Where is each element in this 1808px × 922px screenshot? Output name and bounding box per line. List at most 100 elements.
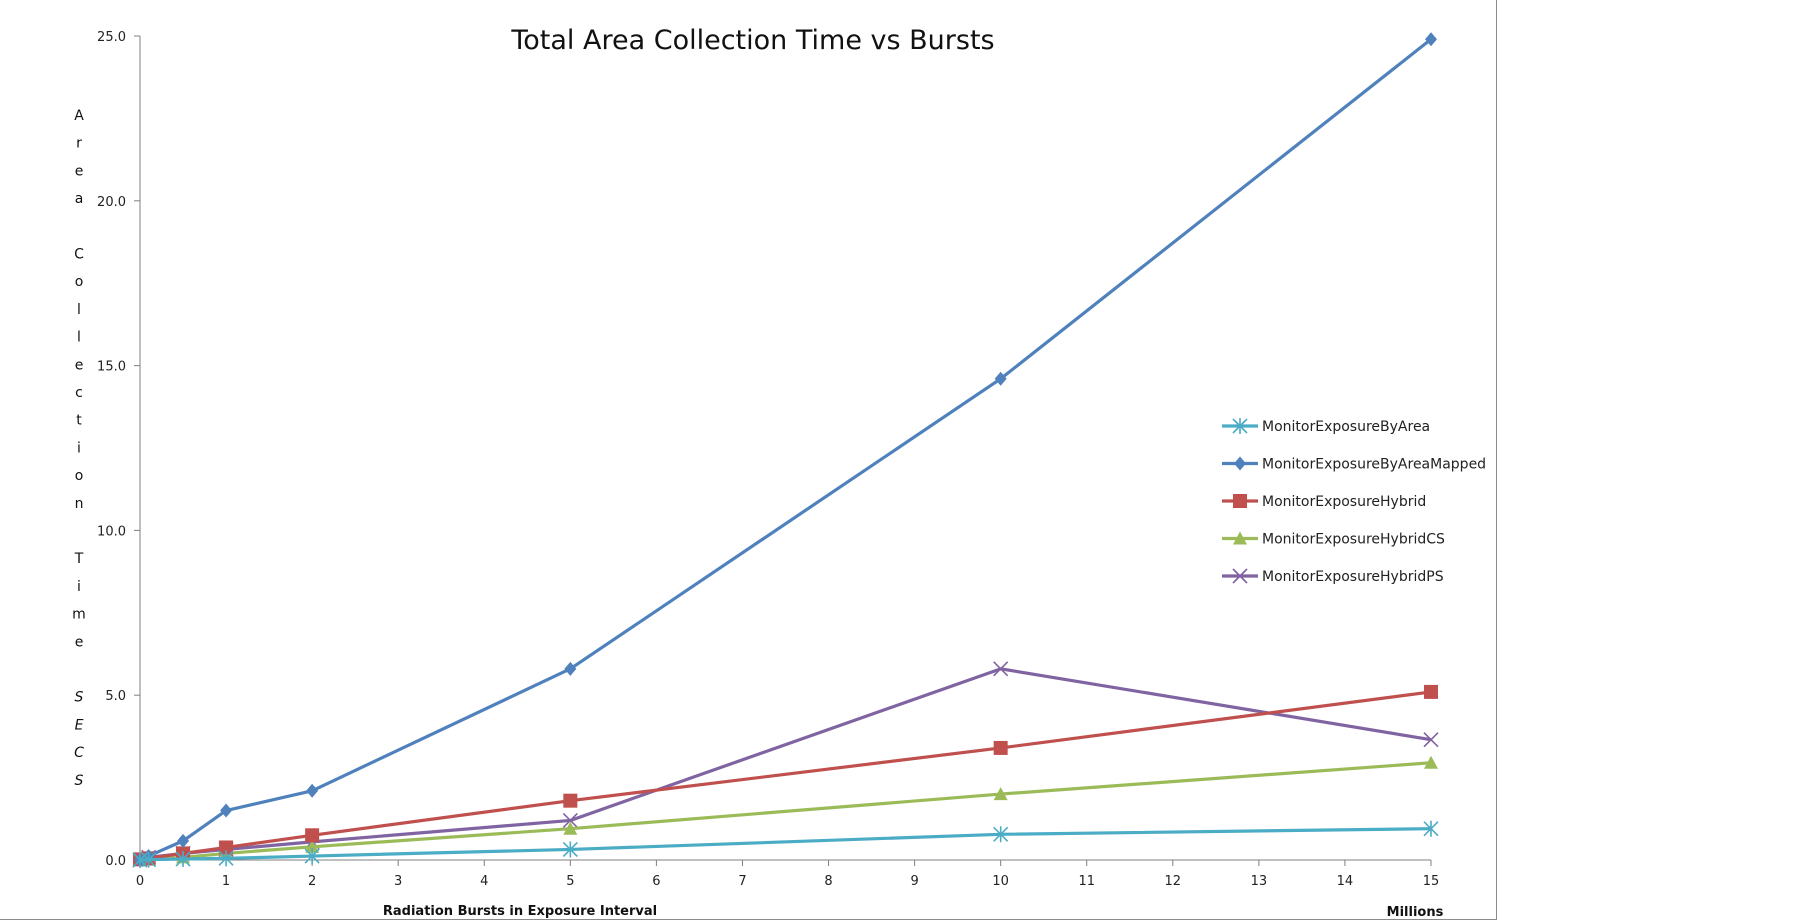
x-tick-label: 11 — [1078, 874, 1095, 889]
series-monitor-exposure-hybrid-point — [1424, 684, 1438, 699]
legend-item-monitor-exposure-hybrid: MonitorExposureHybrid — [1222, 494, 1426, 510]
y-axis-label-letter: S — [75, 773, 84, 789]
series-monitor-exposure-by-area-mapped-point — [177, 833, 190, 848]
series-monitor-exposure-by-area — [132, 820, 1439, 868]
legend-marker — [1232, 568, 1248, 584]
series-monitor-exposure-hybrid-cs — [133, 755, 1438, 866]
legend-marker — [1234, 456, 1246, 471]
y-tick-label: 20.0 — [97, 195, 126, 210]
series-monitor-exposure-hybrid-cs-point — [1424, 755, 1438, 769]
series-monitor-exposure-by-area-mapped-point — [1425, 32, 1437, 47]
y-tick-label: 25.0 — [97, 30, 126, 45]
legend-item-monitor-exposure-by-area: MonitorExposureByArea — [1222, 418, 1430, 435]
series-monitor-exposure-hybrid-ps — [132, 661, 1439, 868]
legend-marker — [1233, 494, 1247, 508]
x-tick-label: 7 — [738, 874, 746, 889]
series-monitor-exposure-hybrid-ps-point — [1423, 732, 1439, 748]
series-layer — [132, 32, 1439, 868]
x-tick-label: 15 — [1423, 874, 1440, 889]
x-axis-label: Radiation Bursts in Exposure Interval — [383, 904, 657, 919]
series-monitor-exposure-by-area-point — [562, 841, 578, 858]
y-axis-label-letter: t — [76, 413, 82, 429]
legend-label: MonitorExposureHybridCS — [1262, 532, 1445, 548]
series-monitor-exposure-by-area-line — [139, 827, 1432, 862]
y-axis-label-letter: o — [75, 274, 84, 290]
y-axis-label-letter: c — [75, 385, 83, 401]
series-monitor-exposure-by-area-point — [1423, 820, 1439, 837]
y-axis-label-letter: C — [74, 745, 84, 761]
legend-label: MonitorExposureByAreaMapped — [1262, 457, 1486, 473]
legend: MonitorExposureByArea MonitorExposureByAr… — [1222, 418, 1486, 585]
series-monitor-exposure-hybrid-ps-point — [562, 812, 578, 829]
x-tick-label: 9 — [910, 874, 918, 889]
y-axis-label-letter: e — [75, 634, 84, 650]
x-tick-label: 10 — [992, 874, 1009, 889]
series-monitor-exposure-hybrid-ps-point — [993, 661, 1009, 677]
series-monitor-exposure-hybrid-point — [305, 828, 320, 843]
series-monitor-exposure-hybrid-point — [563, 793, 578, 808]
series-monitor-exposure-by-area-mapped-point — [994, 371, 1007, 386]
y-axis-label-letter: e — [75, 357, 84, 373]
series-monitor-exposure-by-area-mapped-point — [564, 661, 577, 676]
y-axis-label-letter: i — [77, 579, 81, 595]
y-axis-label-letter: m — [72, 607, 86, 623]
series-monitor-exposure-by-area-point — [304, 848, 320, 865]
y-axis-label-letter: a — [75, 191, 84, 207]
x-axis-unit-label: Millions — [1387, 905, 1444, 920]
x-tick-label: 4 — [480, 874, 488, 889]
series-monitor-exposure-hybrid-cs-point — [305, 839, 320, 853]
y-axis-label-letter: E — [75, 717, 84, 733]
y-axis-label-letter: e — [75, 163, 84, 179]
x-tick-label: 5 — [566, 874, 574, 889]
series-monitor-exposure-by-area-mapped-point — [306, 783, 319, 798]
x-tick-label: 8 — [824, 874, 832, 889]
y-axis-label-letter: i — [77, 440, 81, 456]
legend-label: MonitorExposureByArea — [1262, 419, 1430, 435]
y-axis-label-letter: o — [75, 468, 84, 484]
x-tick-label: 12 — [1165, 874, 1182, 889]
x-tick-label: 0 — [136, 874, 144, 889]
y-axis-label-letter: r — [76, 136, 82, 152]
series-monitor-exposure-hybrid-cs-point — [993, 787, 1008, 801]
x-tick-label: 14 — [1337, 874, 1354, 889]
y-axis-label-letter: A — [74, 108, 84, 124]
legend-label: MonitorExposureHybridPS — [1262, 569, 1444, 585]
y-axis-label-letter: l — [77, 330, 81, 346]
y-axis-label-letter: n — [75, 496, 84, 512]
chart-frame — [0, 0, 1497, 920]
y-axis-label-letter: C — [74, 247, 84, 263]
series-monitor-exposure-hybrid-point — [219, 840, 234, 855]
x-tick-label: 6 — [652, 874, 660, 889]
legend-item-monitor-exposure-hybrid-cs: MonitorExposureHybridCS — [1222, 531, 1445, 548]
legend-marker — [1233, 531, 1247, 545]
y-axis-label-letter: T — [74, 551, 84, 567]
legend-item-monitor-exposure-by-area-mapped: MonitorExposureByAreaMapped — [1222, 456, 1486, 473]
series-monitor-exposure-by-area-point — [993, 826, 1009, 843]
y-axis-label-letter: S — [75, 690, 84, 706]
legend-marker — [1232, 418, 1248, 434]
axes: 0.05.010.015.020.025.00 1 2 3 4 5 6 7 8 9 10 11 12 13… — [97, 30, 1439, 889]
series-monitor-exposure-by-area-mapped-point — [220, 803, 233, 818]
series-monitor-exposure-by-area-point — [175, 851, 191, 868]
x-tick-label: 1 — [222, 874, 230, 889]
legend-item-monitor-exposure-hybrid-ps: MonitorExposureHybridPS — [1222, 568, 1444, 585]
series-monitor-exposure-by-area-point — [141, 851, 157, 868]
series-monitor-exposure-hybrid-point — [993, 740, 1008, 755]
y-tick-label: 5.0 — [105, 689, 126, 704]
series-monitor-exposure-hybrid-cs-line — [139, 761, 1432, 862]
y-tick-label: 0.0 — [105, 854, 126, 869]
chart-title: Total Area Collection Time vs Bursts — [510, 25, 994, 56]
series-monitor-exposure-by-area-mapped — [134, 32, 1437, 867]
series-monitor-exposure-by-area-point — [218, 850, 234, 867]
y-axis-label-letter: l — [77, 302, 81, 318]
y-tick-label: 10.0 — [97, 524, 126, 539]
x-tick-label: 13 — [1251, 874, 1268, 889]
series-monitor-exposure-by-area-mapped-line — [139, 38, 1432, 862]
series-monitor-exposure-hybrid-cs-point — [563, 821, 578, 835]
legend-label: MonitorExposureHybrid — [1262, 494, 1426, 510]
x-tick-label: 2 — [308, 874, 316, 889]
y-tick-label: 15.0 — [97, 360, 126, 375]
x-tick-label: 3 — [394, 874, 402, 889]
